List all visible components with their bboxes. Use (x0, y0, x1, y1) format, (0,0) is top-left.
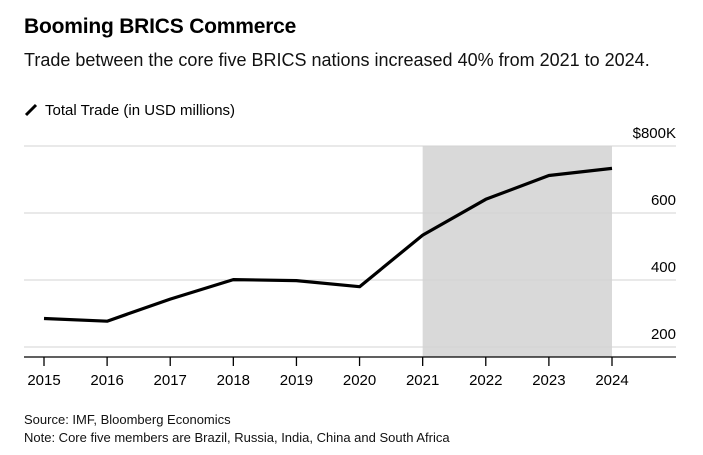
x-tick-label: 2023 (532, 372, 565, 389)
chart-subtitle: Trade between the core five BRICS nation… (24, 50, 650, 70)
series-line-total-trade (43, 166, 613, 323)
x-axis (24, 356, 676, 366)
footnote: Note: Core five members are Brazil, Russ… (24, 430, 450, 445)
y-axis: 200 400 600 $800K (633, 125, 676, 343)
y-tick-label: 400 (651, 259, 676, 276)
x-tick-label: 2022 (469, 372, 502, 389)
legend-label: Total Trade (in USD millions) (45, 101, 236, 119)
highlight-layer (422, 146, 612, 357)
line-swatch-icon (24, 103, 38, 117)
y-tick-label: $800K (633, 125, 676, 142)
x-tick-label: 2020 (343, 372, 376, 389)
x-tick-label: 2015 (27, 372, 60, 389)
x-tick-label: 2016 (90, 372, 123, 389)
chart-title: Booming BRICS Commerce (24, 15, 297, 38)
footer: Source: IMF, Bloomberg Economics Note: C… (24, 411, 450, 447)
x-tick-label: 2019 (280, 372, 313, 389)
x-tick-labels: 2015 2016 2017 2018 2019 2020 2021 2022 2023 2024 (27, 372, 628, 389)
y-tick-label: 600 (651, 192, 676, 209)
highlight-band (422, 146, 612, 357)
y-tick-label: 200 (651, 326, 676, 343)
x-tick-label: 2021 (406, 372, 439, 389)
x-tick-label: 2018 (217, 372, 250, 389)
source-note: Source: IMF, Bloomberg Economics (24, 412, 231, 427)
grid-layer (24, 145, 676, 348)
series-layer (43, 166, 613, 323)
legend: Total Trade (in USD millions) (24, 100, 235, 120)
x-tick-label: 2017 (154, 372, 187, 389)
x-tick-label: 2024 (595, 372, 628, 389)
